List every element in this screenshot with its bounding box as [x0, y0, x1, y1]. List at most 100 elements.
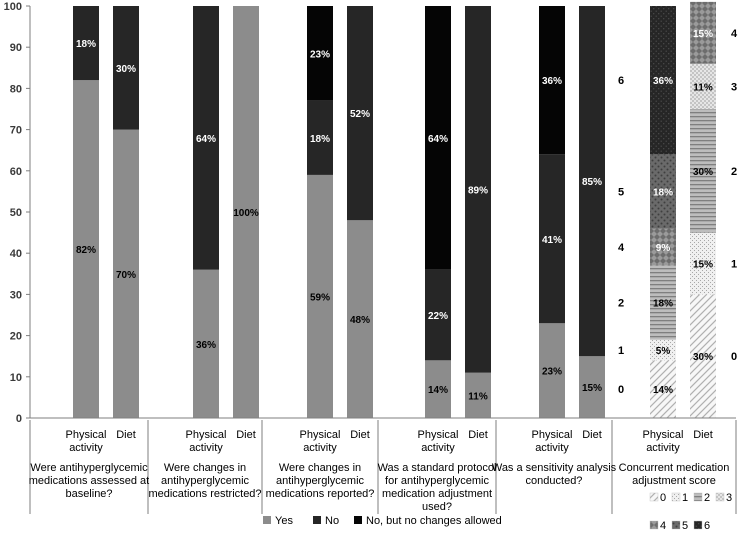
legend-label: No, but no changes allowed: [366, 515, 502, 527]
question-label: medications restricted?: [148, 488, 261, 500]
question-label: Were antihyperglycemic: [30, 462, 148, 474]
data-label: 23%: [310, 49, 330, 60]
question-label: used?: [422, 501, 452, 513]
score-legend-label: 1: [682, 492, 688, 504]
bar-segment: [650, 154, 676, 229]
category-label: activity: [69, 442, 103, 454]
bar-segment: [425, 269, 451, 361]
category-label: Physical: [66, 429, 107, 441]
score-legend-swatch: [649, 492, 659, 502]
bar-group: 82% 18% 70% 30%: [73, 6, 139, 418]
legend-label: Yes: [275, 515, 293, 527]
y-tick-label: 0: [16, 413, 22, 425]
score-label: 1: [731, 259, 737, 271]
score-label: 1: [618, 345, 624, 357]
score-legend-swatch: [693, 492, 703, 502]
data-label: 48%: [350, 315, 370, 326]
bar-segment: [690, 232, 716, 295]
score-legend-label: 4: [660, 520, 666, 532]
bar-segment: [650, 265, 676, 340]
score-legend-swatch: [671, 520, 681, 530]
legend-swatch: [354, 516, 362, 524]
bar-segment: [233, 6, 259, 418]
y-tick-label: 90: [10, 42, 22, 54]
question-label: Were changes in: [279, 462, 361, 474]
bar-segment: [650, 339, 676, 361]
question-label: conducted?: [526, 475, 583, 487]
bar-segment: [193, 6, 219, 270]
score-label: 3: [731, 81, 737, 93]
category-label: Diet: [468, 429, 488, 441]
question-label: Were changes in: [164, 462, 246, 474]
data-label: 41%: [542, 235, 562, 246]
y-tick-label: 70: [10, 125, 22, 137]
score-legend-label: 5: [682, 520, 688, 532]
score-label: 0: [731, 351, 737, 363]
bar-segment: [425, 360, 451, 418]
bar-segment: [425, 6, 451, 270]
data-label: 15%: [693, 260, 713, 271]
data-label: 52%: [350, 109, 370, 120]
data-label: 11%: [693, 82, 713, 93]
question-label: medications reported?: [266, 488, 375, 500]
score-legend-swatch: [671, 492, 681, 502]
legend-swatch: [263, 516, 271, 524]
legend-swatch: [313, 516, 321, 524]
bar-segment: [690, 1, 716, 64]
question-label: medication adjustment: [382, 488, 492, 500]
score-legend-label: 6: [704, 520, 710, 532]
data-label: 36%: [653, 76, 673, 87]
y-tick-label: 50: [10, 207, 22, 219]
question-label: medications assessed at: [29, 475, 149, 487]
y-tick-label: 30: [10, 289, 22, 301]
bar-segment: [465, 372, 491, 418]
bar-segment: [465, 6, 491, 373]
bar-group: 14% 0 5% 1 18% 2 9% 4 18% 5 36% 6 30% 0 15% 1 30% 2 11% 3 15…: [618, 1, 738, 418]
bar-segment: [690, 294, 716, 418]
category-label: Physical: [186, 429, 227, 441]
bar-group: 59% 18% 23% 48% 52%: [307, 6, 373, 418]
category-label: Physical: [532, 429, 573, 441]
data-label: 64%: [196, 134, 216, 145]
bar-segment: [307, 6, 333, 101]
bar-segment: [690, 109, 716, 233]
category-label: activity: [189, 442, 223, 454]
score-legend-label: 0: [660, 492, 666, 504]
legend: Yes No No, but no changes allowed 0 1 2 3 4 5 6: [263, 492, 732, 532]
question-label: baseline?: [65, 488, 112, 500]
category-label: Diet: [116, 429, 136, 441]
question-label: adjustment score: [632, 475, 716, 487]
data-label: 11%: [468, 391, 488, 402]
bars: 82%18%70%30%36%64%100%59%18%23%48%52%14%…: [73, 1, 738, 418]
question-label: antihyperglycemic: [276, 475, 365, 487]
category-label: Diet: [693, 429, 713, 441]
bar-segment: [690, 63, 716, 109]
score-legend-swatch: [693, 520, 703, 530]
data-label: 30%: [693, 167, 713, 178]
data-label: 15%: [693, 29, 713, 40]
y-tick-label: 80: [10, 83, 22, 95]
legend-label: No: [325, 515, 339, 527]
category-label: Diet: [236, 429, 256, 441]
bar-segment: [539, 323, 565, 418]
score-label: 6: [618, 75, 624, 87]
category-label: activity: [421, 442, 455, 454]
bar-segment: [650, 360, 676, 418]
bar-segment: [307, 174, 333, 418]
data-label: 5%: [656, 346, 671, 357]
data-label: 18%: [310, 134, 330, 145]
score-label: 4: [731, 28, 738, 40]
data-label: 70%: [116, 270, 136, 281]
bar-segment: [113, 129, 139, 418]
data-label: 23%: [542, 367, 562, 378]
data-label: 18%: [653, 187, 673, 198]
bar-segment: [193, 269, 219, 418]
bar-segment: [347, 220, 373, 418]
bar-group: 14% 22% 64% 11% 89%: [425, 6, 491, 418]
score-label: 2: [731, 166, 737, 178]
category-label: Diet: [350, 429, 370, 441]
data-label: 14%: [653, 385, 673, 396]
data-label: 82%: [76, 245, 96, 256]
